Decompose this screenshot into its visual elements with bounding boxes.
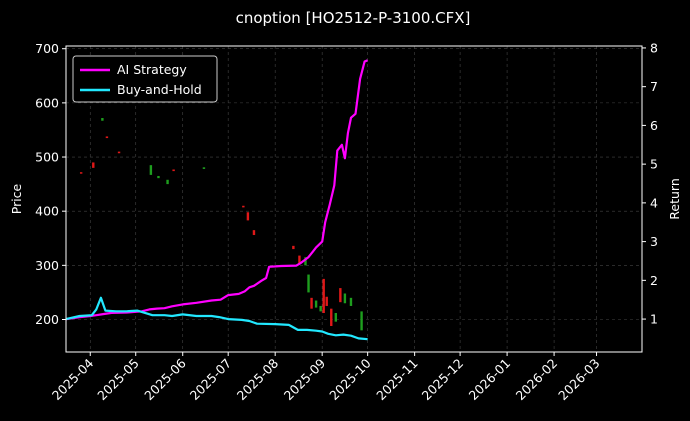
y2-tick-label: 3 <box>650 234 658 249</box>
y2-tick-label: 8 <box>650 40 658 55</box>
series-lines <box>65 59 369 341</box>
y-axis-right: 1 2 3 4 5 6 7 8 <box>642 40 658 327</box>
candlestick <box>202 167 206 169</box>
candlestick <box>339 288 342 303</box>
y2-tick-label: 1 <box>650 312 658 327</box>
candlestick <box>307 274 310 293</box>
candlestick <box>157 175 160 179</box>
y2-tick-label: 7 <box>650 79 658 94</box>
y-tick-label: 700 <box>35 41 59 56</box>
y-tick-label: 400 <box>35 204 59 219</box>
candlestick <box>242 205 245 208</box>
y-tick-label: 200 <box>35 312 59 327</box>
candlestick <box>79 172 83 174</box>
candlestick <box>334 313 338 322</box>
chart-title: cnoption [HO2512-P-3100.CFX] <box>236 9 471 27</box>
candlestick <box>105 136 109 139</box>
candlesticks <box>79 118 363 331</box>
candlestick <box>330 308 333 327</box>
candlestick <box>310 297 313 309</box>
legend-label-ai-strategy: AI Strategy <box>117 62 187 77</box>
y2-tick-label: 6 <box>650 118 658 133</box>
candlestick <box>319 305 322 312</box>
legend: AI Strategy Buy-and-Hold <box>72 55 218 103</box>
y2-tick-label: 4 <box>650 195 658 210</box>
candlestick <box>325 296 328 306</box>
candlestick <box>246 212 250 221</box>
candlestick <box>92 162 95 168</box>
y-tick-label: 300 <box>35 258 59 273</box>
candlestick <box>304 257 307 266</box>
y2-tick-label: 5 <box>650 157 658 172</box>
legend-label-buy-and-hold: Buy-and-Hold <box>117 82 202 97</box>
plot-frame <box>65 45 643 353</box>
series-line-buy-and-hold <box>65 296 368 341</box>
candlestick <box>117 151 121 154</box>
y-axis-label-left: Price <box>9 183 24 214</box>
candlestick <box>360 311 363 331</box>
candlestick <box>149 165 153 175</box>
candlestick <box>343 293 347 304</box>
candlestick <box>172 169 175 172</box>
y2-tick-label: 2 <box>650 273 658 288</box>
candlestick <box>349 297 353 306</box>
candlestick <box>322 278 325 314</box>
candlestick <box>101 118 104 121</box>
candlestick <box>166 179 169 185</box>
y-tick-label: 500 <box>35 150 59 165</box>
y-axis-label-right: Return <box>667 178 682 219</box>
y-axis-left: 200 300 400 500 600 700 <box>35 41 66 327</box>
candlestick <box>314 300 318 308</box>
candlestick <box>292 245 295 250</box>
candlestick <box>252 230 256 236</box>
y-tick-label: 600 <box>35 95 59 110</box>
candlestick <box>298 255 301 265</box>
